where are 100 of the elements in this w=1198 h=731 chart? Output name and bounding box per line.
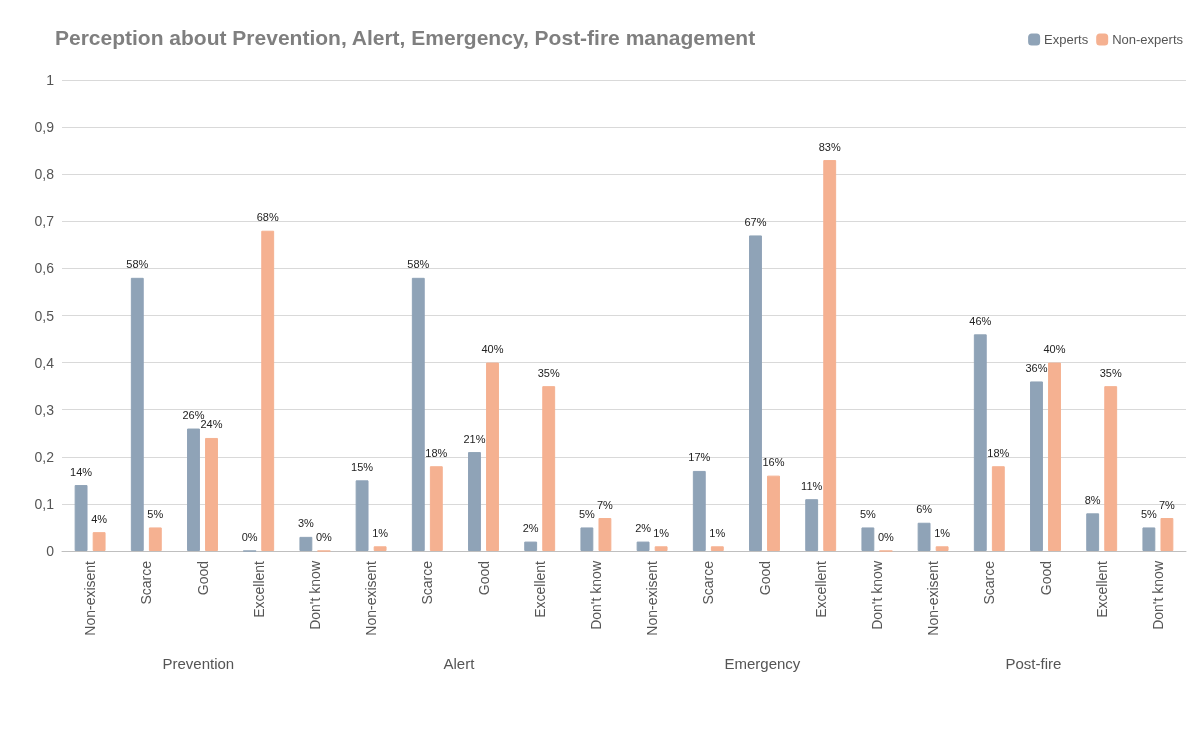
bar (148, 527, 162, 551)
bar (468, 452, 481, 551)
text: Post-fire (1005, 655, 1062, 672)
bar (767, 475, 780, 551)
data-label: 83% (818, 140, 841, 153)
x-tick-label: Don't know (306, 560, 323, 630)
data-label: 2% (522, 522, 539, 535)
x-tick-label: Scarce (981, 560, 998, 605)
data-label: 67% (744, 215, 767, 228)
bar (411, 277, 425, 551)
data-label: 40% (1043, 343, 1066, 356)
bar (805, 499, 819, 551)
data-label: 17% (688, 451, 711, 464)
x-tick-label: Don't know (587, 560, 604, 630)
data-label: 35% (1099, 366, 1122, 379)
y-tick-label: 0,6 (34, 260, 55, 277)
y-tick-label: 1 (46, 72, 55, 88)
bar (429, 466, 443, 551)
legend-label: Non-experts (1112, 32, 1184, 47)
x-tick-label: Don't know (1149, 560, 1166, 630)
data-label: 46% (969, 314, 992, 327)
data-label: 7% (596, 498, 614, 511)
bar (74, 485, 88, 551)
y-tick-label: 0 (46, 543, 55, 559)
x-tick-label: Good (1037, 561, 1054, 596)
data-label: 15% (351, 460, 374, 473)
data-label: 16% (762, 456, 785, 469)
x-tick-label: Excellent (812, 560, 829, 618)
y-tick-label: 0,2 (34, 448, 55, 465)
data-label: 18% (425, 446, 448, 459)
bar (1142, 527, 1156, 551)
bar (130, 277, 144, 551)
bar (486, 362, 499, 551)
bar (991, 466, 1005, 551)
data-label: 11% (801, 479, 823, 492)
data-label: 21% (463, 432, 486, 445)
bar (205, 437, 218, 551)
data-label: 5% (147, 507, 164, 520)
bar (973, 334, 987, 551)
data-label: 5% (578, 507, 596, 520)
bar (749, 235, 762, 551)
text: Prevention (162, 655, 235, 672)
data-label: 18% (987, 446, 1010, 459)
data-label: 1% (372, 526, 389, 539)
bar (692, 470, 706, 551)
data-label: 1% (709, 526, 726, 539)
x-tick-label: Scarce (419, 560, 436, 605)
data-label: 2% (635, 522, 652, 535)
data-label: 68% (256, 211, 279, 224)
bar (1030, 381, 1043, 551)
x-tick-label: Good (194, 561, 211, 596)
y-tick-label: 0,5 (34, 307, 55, 324)
y-tick-label: 0,3 (34, 401, 55, 418)
y-tick-label: 0,1 (34, 495, 55, 512)
x-tick-label: Excellent (1093, 560, 1110, 618)
bar (1104, 386, 1118, 551)
data-label: 8% (1084, 493, 1101, 506)
data-label: 5% (859, 507, 877, 520)
data-label: 14% (70, 465, 93, 478)
x-tick-label: Non-exisent (82, 560, 99, 636)
data-label: 6% (916, 503, 933, 516)
y-tick-label: 0,7 (34, 213, 55, 230)
bar (299, 536, 313, 551)
bar (654, 546, 668, 551)
data-label: 1% (653, 526, 670, 539)
bar (1160, 518, 1174, 551)
data-label: 3% (297, 517, 315, 530)
y-tick-label: 0,8 (34, 166, 55, 183)
bar (580, 527, 594, 551)
y-tick-label: 0,4 (34, 354, 55, 371)
bar (187, 428, 200, 551)
x-tick-label: Good (756, 561, 773, 596)
data-label: 1% (934, 526, 951, 539)
x-tick-label: Scarce (700, 560, 717, 605)
data-label: 35% (537, 366, 560, 379)
chart-title: Perception about Prevention, Alert, Emergency, Post-fire management (55, 26, 756, 49)
bar (710, 546, 724, 551)
y-tick-label: 0,9 (34, 119, 55, 136)
bar (261, 230, 275, 551)
data-label: 58% (407, 258, 430, 271)
bar (542, 386, 556, 551)
x-tick-label: Excellent (531, 560, 548, 618)
x-tick-label: Non-exisent (644, 560, 661, 636)
legend-label: Experts (1044, 32, 1089, 47)
bar (1048, 362, 1061, 551)
bar (1086, 513, 1100, 551)
data-label: 40% (481, 343, 504, 356)
bar (524, 541, 538, 551)
bar (917, 522, 931, 551)
bar (355, 480, 369, 551)
data-label: 58% (126, 258, 149, 271)
data-label: 0% (241, 531, 258, 543)
data-label: 7% (1158, 498, 1176, 511)
data-label: 0% (315, 531, 333, 543)
data-label: 0% (877, 531, 895, 543)
x-tick-label: Non-exisent (925, 560, 942, 636)
text: Alert (443, 655, 476, 672)
bar (92, 532, 106, 551)
bar (598, 518, 612, 551)
bar (373, 546, 387, 551)
